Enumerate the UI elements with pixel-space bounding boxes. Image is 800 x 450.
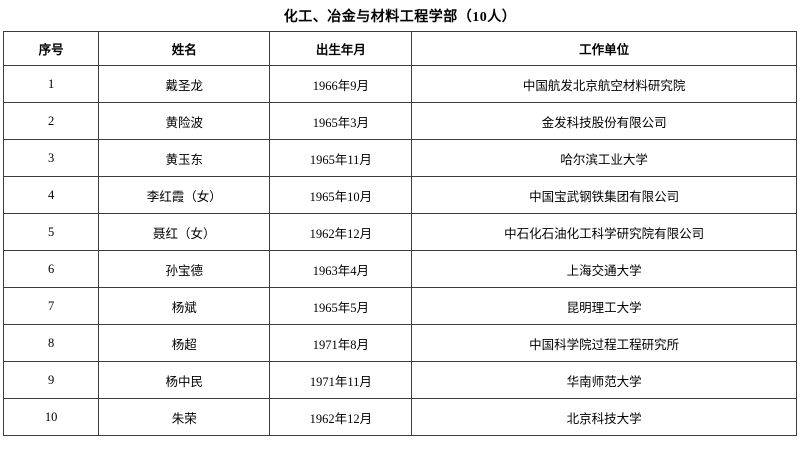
table-row: 5 聂红（女） 1962年12月 中石化石油化工科学研究院有限公司 (2, 213, 797, 251)
table-row: 4 李红霞（女） 1965年10月 中国宝武钢铁集团有限公司 (2, 176, 797, 214)
table-row: 7 杨斌 1965年5月 昆明理工大学 (2, 287, 797, 325)
table-cell: 朱荣 (98, 398, 271, 436)
table-cell: 华南师范大学 (411, 361, 797, 399)
table-header-row: 序号 姓名 出生年月 工作单位 (2, 31, 797, 66)
table-cell: 杨中民 (98, 361, 271, 399)
table-cell: 哈尔滨工业大学 (411, 139, 797, 177)
table-row: 1 戴圣龙 1966年9月 中国航发北京航空材料研究院 (2, 65, 797, 103)
table-cell: 1965年5月 (269, 287, 413, 325)
table-cell: 2 (2, 102, 100, 140)
table-cell: 孙宝德 (98, 250, 271, 288)
table-cell: 金发科技股份有限公司 (411, 102, 797, 140)
table-row: 10 朱荣 1962年12月 北京科技大学 (2, 398, 797, 436)
table-cell: 1962年12月 (269, 213, 413, 251)
table-cell: 北京科技大学 (411, 398, 797, 436)
table-row: 9 杨中民 1971年11月 华南师范大学 (2, 361, 797, 399)
table-cell: 聂红（女） (98, 213, 271, 251)
table-cell: 1965年11月 (269, 139, 413, 177)
table-cell: 戴圣龙 (98, 65, 271, 103)
page-title: 化工、冶金与材料工程学部（10人） (283, 10, 517, 25)
table-cell: 1 (2, 65, 100, 103)
table-row: 2 黄险波 1965年3月 金发科技股份有限公司 (2, 102, 797, 140)
table-cell: 1971年8月 (269, 324, 413, 362)
table-cell: 9 (2, 361, 100, 399)
table-cell: 中国科学院过程工程研究所 (411, 324, 797, 362)
column-header: 姓名 (98, 31, 271, 66)
table-cell: 中国航发北京航空材料研究院 (411, 65, 797, 103)
table-cell: 杨斌 (98, 287, 271, 325)
table-cell: 李红霞（女） (98, 176, 271, 214)
table-cell: 昆明理工大学 (411, 287, 797, 325)
table-cell: 黄玉东 (98, 139, 271, 177)
table-cell: 1962年12月 (269, 398, 413, 436)
table-cell: 上海交通大学 (411, 250, 797, 288)
table-cell: 3 (2, 139, 100, 177)
members-table: 序号 姓名 出生年月 工作单位 1 戴圣龙 1966年9月 中国航发北京航空材料研究院 2 黄险… (2, 31, 797, 436)
table-row: 6 孙宝德 1963年4月 上海交通大学 (2, 250, 797, 288)
column-header: 工作单位 (411, 31, 797, 66)
column-header: 出生年月 (269, 31, 413, 66)
table-cell: 4 (2, 176, 100, 214)
table-cell: 8 (2, 324, 100, 362)
table-cell: 5 (2, 213, 100, 251)
table-cell: 1971年11月 (269, 361, 413, 399)
column-header: 序号 (2, 31, 100, 66)
table-cell: 中国宝武钢铁集团有限公司 (411, 176, 797, 214)
table-cell: 6 (2, 250, 100, 288)
table-cell: 中石化石油化工科学研究院有限公司 (411, 213, 797, 251)
table-cell: 1966年9月 (269, 65, 413, 103)
table-cell: 黄险波 (98, 102, 271, 140)
table-row: 3 黄玉东 1965年11月 哈尔滨工业大学 (2, 139, 797, 177)
table-cell: 7 (2, 287, 100, 325)
table-cell: 杨超 (98, 324, 271, 362)
table-cell: 1965年10月 (269, 176, 413, 214)
table-cell: 1963年4月 (269, 250, 413, 288)
table-row: 8 杨超 1971年8月 中国科学院过程工程研究所 (2, 324, 797, 362)
table-cell: 10 (2, 398, 100, 436)
table-cell: 1965年3月 (269, 102, 413, 140)
